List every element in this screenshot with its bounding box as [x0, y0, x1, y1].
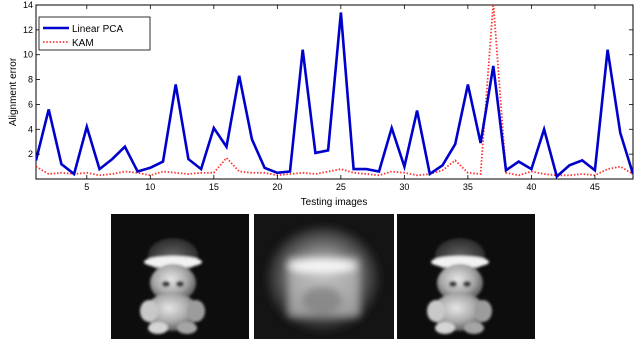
x-tick-label: 5 [84, 182, 89, 192]
y-axis-title: Alignment error [8, 57, 19, 126]
image-panel-left [111, 214, 249, 339]
legend: Linear PCA KAM [38, 16, 151, 51]
linear-pca-line [36, 12, 633, 179]
image-panel-middle [254, 214, 394, 339]
x-tick-label: 10 [145, 182, 155, 192]
y-tick-label: 2 [28, 149, 33, 159]
y-tick-label: 10 [23, 50, 33, 60]
x-tick-label: 20 [272, 182, 282, 192]
y-tick-label: 6 [28, 99, 33, 109]
x-tick-label: 15 [209, 182, 219, 192]
legend-label-linear-pca: Linear PCA [72, 24, 123, 35]
x-tick-label: 30 [399, 182, 409, 192]
x-axis-title: Testing images [301, 197, 368, 208]
x-tick-label: 25 [336, 182, 346, 192]
image-panel-right [397, 214, 535, 339]
x-axis-ticks: 5 10 15 20 25 30 35 40 45 [84, 5, 600, 192]
y-tick-label: 8 [28, 75, 33, 85]
y-tick-label: 12 [23, 25, 33, 35]
x-tick-label: 40 [526, 182, 536, 192]
x-tick-label: 35 [463, 182, 473, 192]
legend-box [38, 16, 151, 51]
y-tick-label: 14 [23, 0, 33, 10]
y-tick-label: 4 [28, 124, 33, 134]
x-tick-label: 45 [590, 182, 600, 192]
legend-label-kam: KAM [72, 38, 94, 49]
series-layer [36, 5, 633, 179]
